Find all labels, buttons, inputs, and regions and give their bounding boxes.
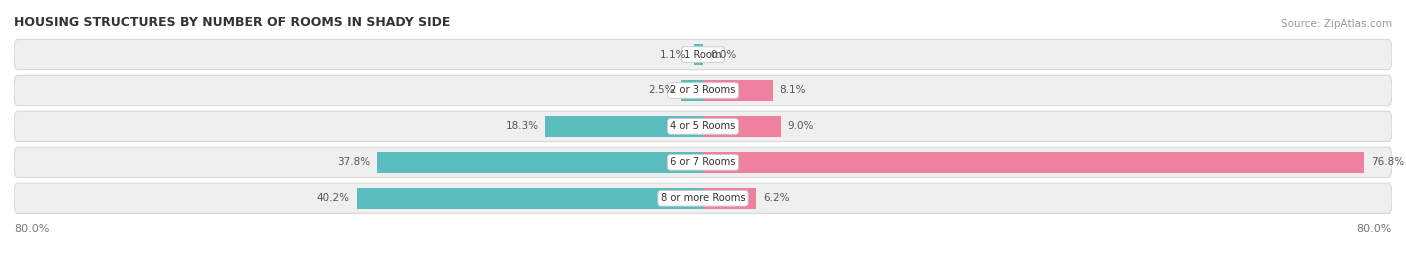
FancyBboxPatch shape [14,147,1392,178]
Text: 6.2%: 6.2% [763,193,790,203]
Text: 76.8%: 76.8% [1371,157,1405,167]
Bar [546,116,703,137]
Text: 40.2%: 40.2% [316,193,350,203]
Text: 2 or 3 Rooms: 2 or 3 Rooms [671,86,735,95]
Text: 1.1%: 1.1% [661,49,686,59]
Bar [682,80,703,101]
Text: 80.0%: 80.0% [1357,224,1392,234]
FancyBboxPatch shape [14,183,1392,213]
Text: 37.8%: 37.8% [337,157,371,167]
Bar [703,116,780,137]
Bar [703,152,1364,173]
FancyBboxPatch shape [14,75,1392,106]
FancyBboxPatch shape [14,40,1392,70]
Text: Source: ZipAtlas.com: Source: ZipAtlas.com [1281,19,1392,29]
Bar [357,187,703,209]
Text: 8 or more Rooms: 8 or more Rooms [661,193,745,203]
Text: HOUSING STRUCTURES BY NUMBER OF ROOMS IN SHADY SIDE: HOUSING STRUCTURES BY NUMBER OF ROOMS IN… [14,16,450,29]
FancyBboxPatch shape [14,111,1392,141]
Text: 8.1%: 8.1% [780,86,806,95]
Bar [377,152,703,173]
Text: 2.5%: 2.5% [648,86,675,95]
Text: 4 or 5 Rooms: 4 or 5 Rooms [671,121,735,132]
Text: 6 or 7 Rooms: 6 or 7 Rooms [671,157,735,167]
Bar [703,187,756,209]
Legend: Owner-occupied, Renter-occupied: Owner-occupied, Renter-occupied [581,267,825,269]
Text: 18.3%: 18.3% [505,121,538,132]
Text: 9.0%: 9.0% [787,121,814,132]
Text: 0.0%: 0.0% [710,49,737,59]
Bar [703,80,773,101]
Bar [693,44,703,65]
Text: 1 Room: 1 Room [685,49,721,59]
Text: 80.0%: 80.0% [14,224,49,234]
